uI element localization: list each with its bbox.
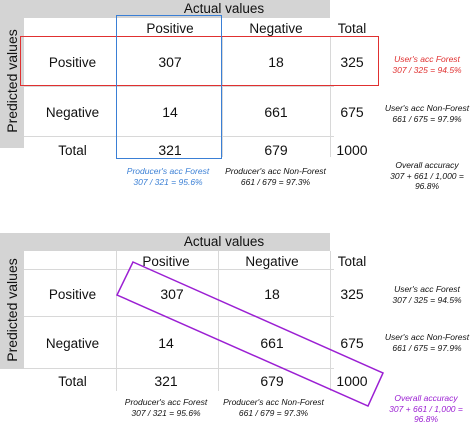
overall-accuracy-title: Overall accuracy: [395, 160, 459, 170]
cell-row2-total: 675: [340, 335, 364, 351]
users-acc-nonforest-title: User's acc Non-Forest: [384, 103, 470, 113]
cell-false-negative: 14: [162, 104, 178, 120]
cell-true-positive: 307: [158, 54, 182, 70]
cell-true-negative: 661: [260, 335, 284, 351]
users-acc-nonforest-note: User's acc Non-Forest 661 / 675 = 97.9%: [382, 103, 472, 124]
producers-acc-forest-highlight: [116, 15, 222, 159]
gridline: [24, 368, 334, 369]
overall-accuracy-note: Overall accuracy 307 + 661 / 1,000 = 96.…: [382, 160, 472, 192]
users-acc-forest-highlight: [20, 36, 379, 86]
overall-accuracy-result: 96.8%: [413, 414, 439, 425]
col-header-negative: Negative: [249, 21, 303, 36]
gridline: [218, 251, 219, 391]
users-acc-nonforest-formula: 661 / 675 = 97.9%: [392, 113, 462, 124]
producers-acc-forest-title: Producer's acc Forest: [126, 166, 210, 176]
diagonal-box-outline: [115, 261, 384, 407]
producers-acc-forest-note: Producer's acc Forest 307 / 321 = 95.6%: [110, 397, 222, 418]
producers-acc-nonforest-formula: 661 / 679 = 97.3%: [240, 176, 311, 187]
row-header-negative: Negative: [45, 104, 100, 120]
cell-true-negative: 661: [264, 104, 288, 120]
cell-col2-total: 679: [260, 373, 284, 389]
col-header-positive: Positive: [142, 254, 190, 269]
actual-values-label: Actual values: [183, 1, 265, 16]
cell-false-positive: 18: [268, 54, 284, 70]
users-acc-forest-note: User's acc Forest 307 / 325 = 94.5%: [382, 54, 472, 75]
col-header-total: Total: [337, 21, 367, 36]
users-acc-forest-formula: 307 / 325 = 94.5%: [392, 64, 462, 75]
producers-acc-forest-note: Producer's acc Forest 307 / 321 = 95.6%: [112, 166, 224, 187]
producers-acc-nonforest-note: Producer's acc Non-Forest 661 / 679 = 97…: [216, 397, 331, 418]
overall-accuracy-result: 96.8%: [414, 181, 440, 192]
cell-grand-total: 1000: [336, 142, 368, 158]
cell-false-negative: 14: [158, 335, 174, 351]
producers-acc-forest-formula: 307 / 321 = 95.6%: [131, 407, 201, 418]
gridline: [24, 269, 334, 270]
users-acc-forest-title: User's acc Forest: [394, 284, 460, 294]
gridline: [24, 316, 334, 317]
row-header-positive: Positive: [48, 286, 97, 302]
cell-col2-total: 679: [264, 142, 288, 158]
users-acc-nonforest-title: User's acc Non-Forest: [384, 332, 470, 342]
gridline: [330, 251, 331, 391]
users-acc-nonforest-note: User's acc Non-Forest 661 / 675 = 97.9%: [382, 332, 472, 353]
col-header-positive: Positive: [146, 21, 194, 36]
col-header-total: Total: [337, 254, 367, 269]
gridline: [330, 37, 331, 157]
users-acc-forest-title: User's acc Forest: [394, 54, 460, 64]
overall-accuracy-formula: 307 + 661 / 1,000 =: [390, 170, 464, 181]
actual-values-label: Actual values: [183, 234, 265, 249]
producers-acc-nonforest-formula: 661 / 679 = 97.3%: [238, 407, 309, 418]
cell-grand-total: 1000: [336, 373, 368, 389]
gridline: [222, 37, 223, 157]
users-acc-forest-formula: 307 / 325 = 94.5%: [392, 294, 462, 305]
cell-row1-total: 325: [340, 54, 364, 70]
overall-accuracy-title: Overall accuracy: [394, 393, 458, 403]
producers-acc-forest-title: Producer's acc Forest: [124, 397, 208, 407]
gridline: [24, 86, 334, 87]
overall-accuracy-formula: 307 + 661 / 1,000 =: [389, 403, 463, 414]
cell-col1-total: 321: [158, 142, 182, 158]
col-header-negative: Negative: [245, 254, 299, 269]
row-header-total: Total: [58, 142, 87, 158]
predicted-values-header-bar: [0, 251, 24, 369]
cell-true-positive: 307: [160, 286, 184, 302]
cell-false-positive: 18: [264, 286, 280, 302]
gridline: [24, 136, 334, 137]
row-header-negative: Negative: [45, 335, 100, 351]
overall-accuracy-note: Overall accuracy 307 + 661 / 1,000 = 96.…: [380, 393, 472, 425]
row-header-positive: Positive: [48, 54, 97, 70]
cell-col1-total: 321: [154, 373, 178, 389]
producers-acc-nonforest-note: Producer's acc Non-Forest 661 / 679 = 97…: [218, 166, 333, 187]
producers-acc-nonforest-title: Producer's acc Non-Forest: [225, 166, 326, 176]
row-header-total: Total: [58, 373, 87, 389]
users-acc-forest-note: User's acc Forest 307 / 325 = 94.5%: [382, 284, 472, 305]
gridline: [116, 251, 117, 391]
users-acc-nonforest-formula: 661 / 675 = 97.9%: [392, 342, 462, 353]
producers-acc-nonforest-title: Producer's acc Non-Forest: [223, 397, 324, 407]
cell-row1-total: 325: [340, 286, 364, 302]
producers-acc-forest-formula: 307 / 321 = 95.6%: [133, 176, 203, 187]
cell-row2-total: 675: [340, 104, 364, 120]
actual-values-header-bar: [0, 0, 330, 18]
actual-values-header-bar: [0, 233, 330, 251]
